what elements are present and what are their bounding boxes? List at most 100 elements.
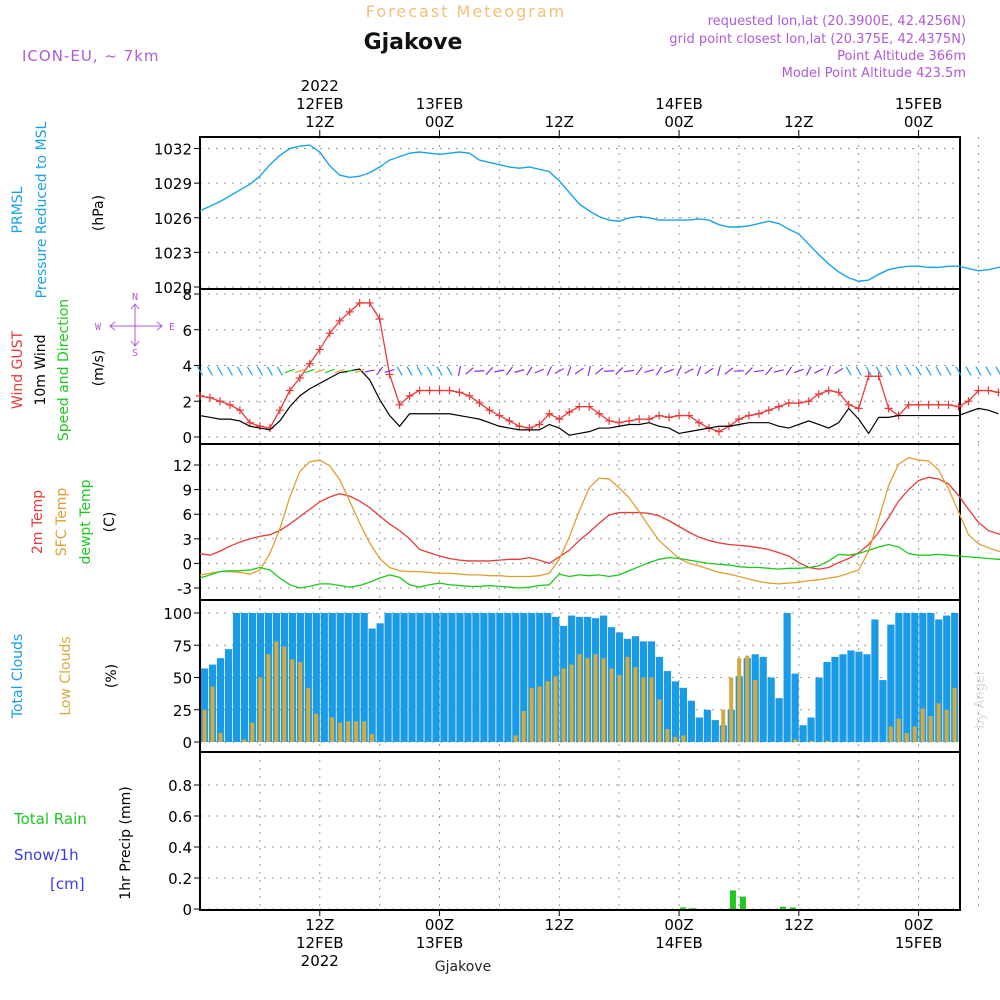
wind-arrow — [505, 366, 513, 376]
gust-marker — [954, 402, 963, 411]
total-cloud-bar — [384, 613, 392, 742]
gust-marker — [754, 409, 763, 418]
low-cloud-bar — [362, 721, 367, 742]
low-cloud-bar — [665, 729, 670, 742]
precip-bar — [789, 907, 796, 909]
wind-arrow — [935, 366, 942, 376]
wind-arrow — [485, 366, 494, 376]
gust-marker — [824, 386, 833, 395]
wind-arrow — [334, 368, 345, 374]
time-axis-label: 12Z — [305, 113, 334, 131]
y-tick-label: 1029 — [154, 175, 192, 193]
gust-marker — [714, 427, 723, 436]
low-cloud-bar — [585, 658, 590, 742]
wind-arrow — [855, 366, 862, 376]
gust-marker — [675, 411, 684, 420]
total-cloud-bar — [855, 651, 863, 742]
location-title: Gjakove — [364, 30, 463, 55]
gust-marker — [345, 307, 354, 316]
low-cloud-bar — [681, 735, 686, 742]
gust-marker — [305, 359, 314, 368]
model-altitude: Model Point Altitude 423.5m — [782, 66, 966, 81]
wind-arrow — [206, 366, 213, 376]
wind-arrow — [785, 366, 793, 376]
time-axis-label: 12FEB — [296, 934, 343, 952]
gust-marker — [615, 418, 624, 427]
gust-marker — [595, 409, 604, 418]
compass-west: W — [95, 322, 102, 333]
wind-arrow — [704, 367, 714, 375]
time-axis-label: 2022 — [301, 952, 339, 970]
gust-marker — [465, 391, 474, 400]
wind-label: 10m Wind — [33, 334, 49, 405]
time-axis-label: 12Z — [545, 916, 574, 934]
wind-arrow — [314, 368, 325, 374]
low-cloud-bar — [808, 740, 813, 742]
low-cloud-bar — [210, 686, 215, 742]
wind-arrow — [446, 366, 453, 376]
wind-arrow — [805, 366, 812, 376]
low-cloud-bar — [657, 699, 662, 742]
gust-marker — [864, 372, 873, 381]
t2m-label: 2m Temp — [30, 490, 46, 554]
low-cloud-bar — [250, 722, 255, 742]
low-cloud-bar — [753, 680, 758, 742]
gust-marker — [635, 415, 644, 424]
compass-cross-icon — [109, 303, 163, 347]
low-cloud-bar — [545, 681, 550, 742]
low-cloud-bar — [306, 687, 311, 742]
y-tick-label: 4 — [182, 358, 192, 376]
y-tick-label: 1023 — [154, 244, 192, 262]
total-cloud-bar — [863, 654, 871, 742]
requested-coords: requested lon,lat (20.3900E, 42.4256N) — [708, 14, 966, 29]
model-label: ICON-EU, ~ 7km — [22, 47, 160, 65]
gust-marker — [854, 404, 863, 413]
low-cloud-bar — [314, 713, 319, 742]
gust-marker — [744, 411, 753, 420]
gust-marker — [695, 418, 703, 427]
gust-marker — [984, 386, 993, 395]
gust-marker — [884, 404, 893, 413]
dewpt-label: dewpt Temp — [78, 479, 94, 564]
y-tick-label: 1026 — [154, 210, 192, 228]
wind-unit: (m/s) — [91, 350, 107, 387]
wind-arrow — [826, 366, 832, 376]
gust-marker — [415, 386, 424, 395]
grid-point-coords: grid point closest lon,lat (20.375E, 42.… — [669, 32, 966, 47]
total-cloud-bar — [919, 613, 927, 742]
gust-label: Wind GUST — [10, 330, 26, 409]
wind-arrow — [615, 366, 624, 376]
total-cloud-bar — [927, 613, 935, 742]
total-cloud-bar — [767, 677, 775, 742]
panel-frame-temperature — [199, 443, 961, 601]
gust-marker — [784, 399, 793, 408]
total-cloud-bar — [392, 613, 400, 742]
total-cloud-bar — [791, 673, 799, 742]
low-cloud-bar — [936, 703, 941, 742]
low-cloud-bar — [745, 655, 750, 742]
temp-line-sfc — [199, 456, 1000, 585]
y-tick-label: 9 — [182, 482, 192, 500]
pressure-unit: (hPa) — [91, 195, 107, 231]
total-cloud-bar — [248, 613, 257, 742]
total-cloud-bar — [400, 613, 408, 742]
low-cloud-bar — [202, 709, 207, 742]
low-cloud-bar — [729, 677, 734, 742]
gust-marker — [335, 316, 344, 325]
time-axis-label: 15FEB — [895, 95, 942, 113]
y-tick-label: 0.4 — [168, 839, 192, 857]
gust-marker — [285, 386, 294, 395]
wind-arrow — [664, 368, 674, 374]
low-cloud-bar — [330, 717, 335, 742]
total-cloud-bar — [887, 624, 895, 742]
low-cloud-bar — [649, 677, 654, 742]
wind-arrow — [514, 369, 525, 373]
wind-arrow — [396, 366, 403, 376]
gust-marker — [435, 386, 444, 395]
temp-line-dewpt — [199, 543, 1000, 589]
low-cloud-bar — [338, 722, 343, 742]
gust-marker — [375, 315, 384, 324]
low-cloud-bar — [793, 739, 798, 742]
gust-marker — [215, 397, 224, 406]
